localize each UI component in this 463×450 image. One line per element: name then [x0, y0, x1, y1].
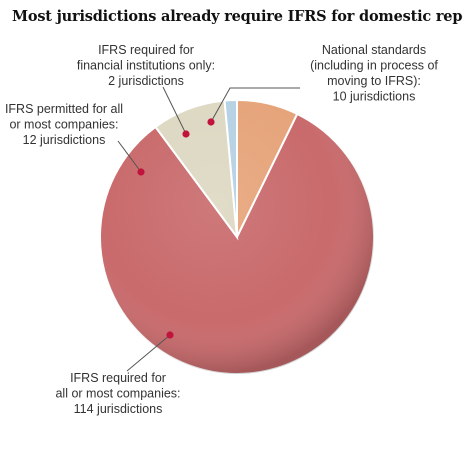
slice-label-ifrs-required: IFRS required for all or most companies: 1… [55, 371, 180, 416]
chart-title: Most jurisdictions already require IFRS … [12, 8, 463, 25]
slice-label-line: (including in process of [310, 59, 438, 73]
slice-label-line: or most companies: [9, 118, 118, 132]
slice-label-line: 10 jurisdictions [333, 90, 416, 104]
marker-dot-ifrs-required [166, 331, 174, 339]
marker-dot-financial-institutions [182, 130, 190, 138]
leaders-layer [117, 86, 300, 372]
slice-label-line: all or most companies: [55, 387, 180, 401]
leader-line-ifrs-permitted [117, 140, 142, 173]
marker-dot-ifrs-permitted [137, 168, 145, 176]
leader-line-ifrs-required [126, 334, 171, 372]
leader-line-national-standards [210, 87, 300, 123]
slice-label-line: 114 jurisdictions [74, 402, 163, 416]
labels-layer: IFRS required for all or most companies: 1… [5, 43, 438, 416]
leader-line-financial-institutions [162, 86, 187, 135]
slice-label-line: 12 jurisdictions [23, 133, 106, 147]
slice-label-line: IFRS required for [70, 371, 166, 385]
slice-label-line: IFRS required for [98, 43, 194, 57]
slice-label-financial-institutions: IFRS required for financial institutions … [77, 43, 215, 88]
slice-label-line: moving to IFRS): [327, 74, 421, 88]
markers-layer [137, 118, 215, 339]
slice-label-line: 2 jurisdictions [108, 74, 184, 88]
slice-label-national-standards: National standards (including in process … [310, 43, 438, 104]
slice-label-line: National standards [322, 43, 426, 57]
slice-label-line: financial institutions only: [77, 59, 215, 73]
slices-layer [99, 98, 375, 375]
slice-label-line: IFRS permitted for all [5, 102, 123, 116]
marker-dot-national-standards [207, 118, 215, 126]
slice-label-ifrs-permitted: IFRS permitted for all or most companies:… [5, 102, 123, 147]
